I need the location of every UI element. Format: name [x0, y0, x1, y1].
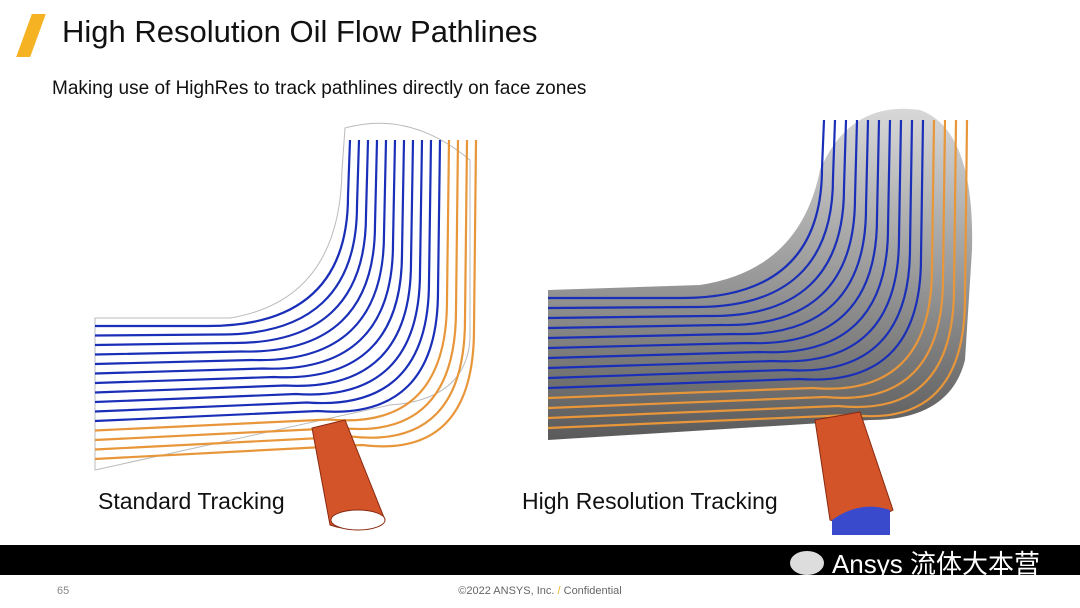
footer: ©2022 ANSYS, Inc. / Confidential — [0, 585, 1080, 597]
footer-black-bar — [0, 545, 1080, 575]
footer-confidential: Confidential — [563, 585, 622, 597]
pathline — [547, 119, 914, 380]
pathline — [547, 119, 903, 370]
pathline — [94, 139, 478, 461]
pathline — [547, 119, 947, 410]
pathline — [94, 139, 460, 442]
pathline — [94, 139, 415, 394]
pathline — [547, 119, 881, 350]
pathline — [547, 119, 859, 330]
pathline — [547, 119, 936, 400]
pathline — [94, 139, 397, 375]
pathline — [94, 139, 451, 432]
slide-title: High Resolution Oil Flow Pathlines — [62, 14, 538, 49]
pathline — [547, 119, 848, 320]
pathline — [94, 139, 406, 385]
pathline — [94, 139, 442, 423]
standard-tracking-caption: Standard Tracking — [98, 488, 285, 514]
pathline — [94, 139, 469, 451]
pathline — [547, 119, 892, 360]
pathline — [94, 139, 424, 404]
watermark-text: Ansys 流体大本营 — [831, 549, 1040, 579]
pathline — [547, 119, 969, 430]
nozzle-left — [311, 419, 386, 531]
pathline — [94, 139, 388, 366]
pathline — [547, 119, 958, 420]
standard-tracking-image — [94, 122, 478, 531]
high-resolution-tracking-image — [547, 108, 973, 535]
page-number: 65 — [57, 585, 70, 597]
pathline — [94, 139, 361, 337]
pathline — [94, 139, 370, 347]
footer-copyright: ©2022 ANSYS, Inc. — [458, 585, 555, 597]
pathline — [547, 119, 837, 310]
high-resolution-tracking-caption: High Resolution Tracking — [522, 488, 778, 514]
wechat-icon — [789, 550, 824, 575]
pathline — [547, 119, 870, 340]
footer-separator: / — [557, 585, 561, 597]
pathline — [548, 119, 826, 300]
pathline — [547, 119, 925, 390]
pathline — [94, 139, 379, 356]
pathline — [95, 139, 352, 328]
pathline — [94, 139, 433, 413]
nozzle-right — [814, 411, 894, 535]
slide-subtitle: Making use of HighRes to track pathlines… — [52, 78, 587, 99]
watermark: Ansys 流体大本营 — [789, 544, 1040, 581]
